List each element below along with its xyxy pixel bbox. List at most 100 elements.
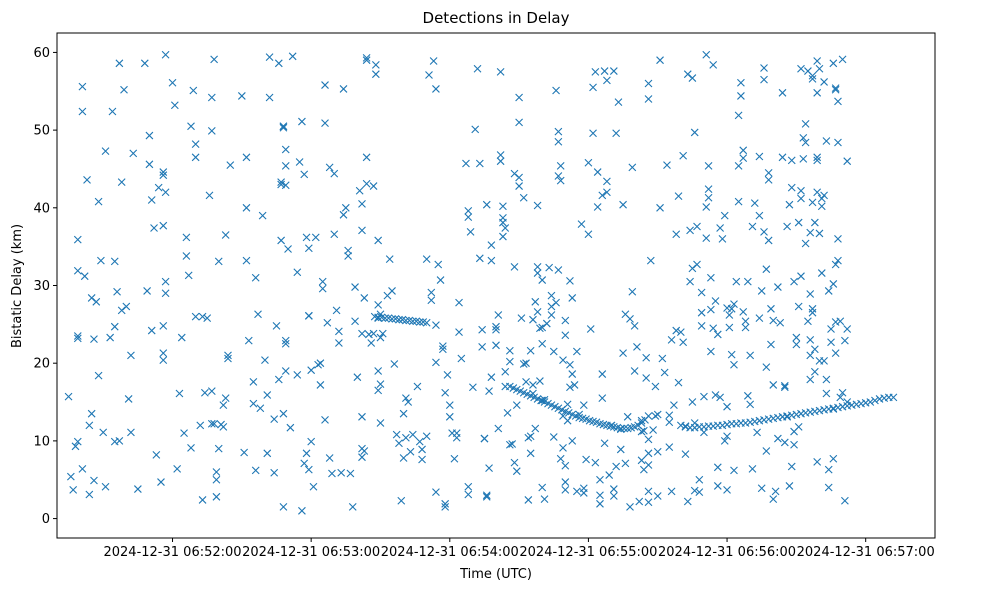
data-point — [660, 368, 669, 377]
data-point — [720, 436, 729, 445]
data-point — [706, 347, 715, 356]
data-point — [619, 349, 627, 357]
data-point — [596, 499, 604, 508]
data-point — [198, 496, 207, 504]
data-point — [702, 203, 711, 211]
data-point — [457, 354, 466, 363]
data-point — [533, 262, 542, 271]
data-point — [240, 448, 249, 457]
data-point — [656, 203, 664, 212]
data-point — [762, 447, 771, 455]
data-point — [609, 67, 618, 75]
data-point — [406, 447, 415, 456]
data-point — [341, 203, 350, 212]
data-point — [787, 462, 796, 471]
data-point — [279, 123, 288, 132]
data-point — [143, 287, 151, 295]
data-point — [295, 158, 304, 166]
data-point — [556, 454, 565, 463]
data-point — [418, 455, 426, 464]
data-point — [404, 398, 413, 406]
data-point — [191, 312, 200, 321]
data-point — [561, 331, 570, 340]
data-point — [741, 323, 750, 332]
data-point — [284, 245, 292, 253]
data-point — [281, 161, 290, 170]
data-point — [427, 296, 436, 305]
data-point — [464, 213, 473, 222]
data-point — [760, 75, 768, 84]
data-point — [152, 450, 161, 459]
data-point — [492, 325, 500, 334]
data-point — [85, 490, 94, 499]
data-point — [499, 214, 507, 222]
data-point — [700, 392, 708, 401]
data-point — [808, 74, 817, 83]
data-point — [304, 244, 313, 253]
data-point — [556, 176, 565, 185]
data-point — [591, 67, 600, 76]
data-point — [843, 325, 852, 333]
data-point — [538, 483, 547, 492]
data-point — [757, 484, 766, 493]
data-point — [755, 314, 764, 323]
data-point — [644, 412, 653, 420]
data-point — [445, 412, 454, 421]
data-point — [242, 256, 251, 265]
data-point — [653, 410, 662, 419]
data-point — [681, 450, 690, 458]
data-point — [369, 329, 378, 338]
data-point — [73, 332, 82, 340]
data-point — [492, 341, 500, 350]
data-point — [554, 266, 563, 274]
data-point — [494, 311, 503, 319]
data-point — [667, 487, 676, 496]
data-point — [697, 308, 706, 317]
data-point — [80, 272, 89, 281]
data-point — [385, 255, 394, 263]
data-point — [676, 328, 685, 337]
data-point — [690, 486, 699, 495]
data-point — [339, 85, 348, 93]
data-point — [441, 503, 450, 511]
data-point — [665, 411, 674, 420]
data-point — [545, 263, 554, 272]
data-point — [374, 386, 383, 395]
data-point — [598, 394, 607, 403]
data-point — [642, 353, 651, 362]
data-point — [207, 387, 216, 396]
data-point — [311, 233, 320, 242]
data-point — [360, 294, 369, 302]
data-point — [704, 185, 713, 194]
data-point — [415, 318, 424, 326]
y-tick-label: 0 — [42, 512, 50, 527]
data-point — [554, 127, 563, 136]
data-point — [205, 191, 214, 200]
data-point — [161, 289, 170, 298]
data-point — [568, 370, 577, 378]
data-point — [418, 445, 426, 454]
data-point — [145, 131, 154, 140]
data-point — [334, 339, 343, 347]
data-point — [108, 107, 117, 116]
data-point — [321, 81, 329, 89]
data-point — [251, 273, 260, 282]
data-point — [304, 311, 313, 320]
data-point — [561, 485, 570, 494]
data-point — [725, 323, 734, 332]
data-point — [214, 444, 223, 453]
data-point — [219, 401, 228, 410]
data-point — [586, 325, 595, 333]
data-point — [637, 456, 646, 465]
data-point — [90, 476, 98, 485]
data-point — [154, 183, 163, 192]
data-point — [808, 308, 817, 317]
data-point — [512, 467, 521, 476]
data-point — [609, 485, 618, 493]
data-point — [258, 211, 267, 220]
data-point — [358, 453, 366, 462]
data-point — [198, 312, 207, 321]
data-point — [619, 200, 627, 209]
data-point — [298, 506, 306, 515]
data-point — [582, 455, 590, 464]
